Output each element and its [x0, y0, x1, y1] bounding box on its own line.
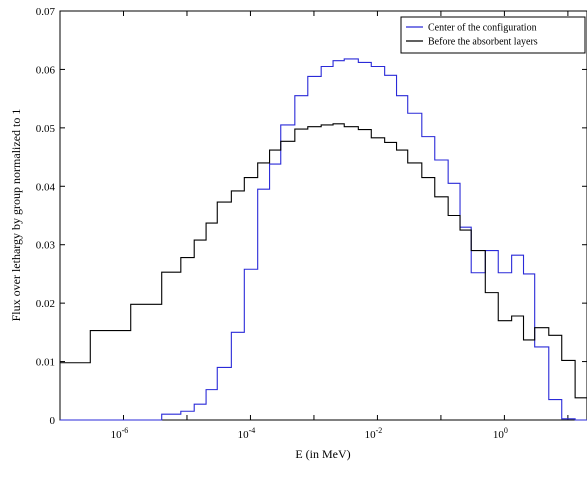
x-tick-exponent: -6 [122, 426, 129, 435]
legend: Center of the configuration Before the ab… [400, 16, 586, 54]
x-tick-base: 10 [238, 429, 250, 441]
series-group [60, 58, 587, 421]
x-tick-label: 10-6 [111, 426, 129, 441]
y-axis-ticks: 0 0.01 0.02 0.03 0.04 0.05 0.06 0.07 [36, 6, 587, 427]
x-tick-exponent: 0 [504, 426, 508, 435]
y-axis-label: Flux over lethargy by group normalized t… [9, 109, 23, 322]
x-tick-exponent: -4 [249, 426, 256, 435]
y-tick-label: 0.07 [36, 6, 56, 18]
x-tick-base: 10 [493, 429, 505, 441]
legend-label-0: Center of the configuration [428, 23, 537, 34]
legend-box [400, 16, 586, 54]
legend-label-1: Before the absorbent layers [428, 37, 538, 48]
y-tick-label: 0 [50, 415, 56, 427]
x-axis-label: E (in MeV) [295, 447, 350, 461]
y-tick-label: 0.04 [36, 181, 56, 193]
y-tick-label: 0.01 [36, 357, 55, 369]
x-tick-label: 10-4 [238, 426, 256, 441]
x-tick-exponent: -2 [376, 426, 383, 435]
x-axis-ticks: 10-6 10-4 10-2 100 [59, 11, 569, 441]
y-tick-label: 0.02 [36, 298, 55, 310]
series-line-1 [60, 123, 587, 419]
y-tick-label: 0.05 [36, 123, 56, 135]
x-tick-label: 10-2 [365, 426, 383, 441]
y-tick-label: 0.03 [36, 240, 56, 252]
x-tick-base: 10 [365, 429, 377, 441]
y-tick-label: 0.06 [36, 64, 56, 76]
series-line-0 [60, 58, 587, 421]
x-tick-base: 10 [111, 429, 123, 441]
plot-area [59, 10, 587, 421]
x-tick-label: 100 [493, 426, 508, 441]
